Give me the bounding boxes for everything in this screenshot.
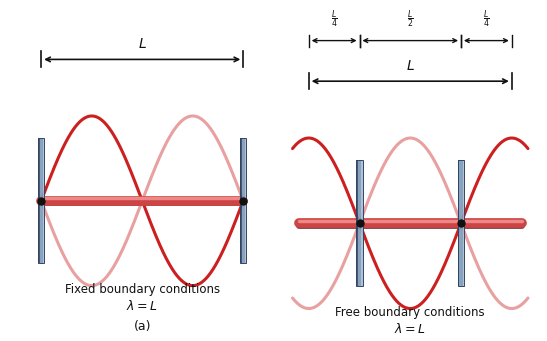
Bar bbox=[458, 160, 459, 286]
Bar bbox=[240, 138, 242, 263]
Bar bbox=[39, 138, 43, 263]
Bar bbox=[38, 138, 44, 263]
Bar bbox=[459, 160, 463, 286]
Bar bbox=[240, 138, 247, 263]
Text: $\frac{L}{4}$: $\frac{L}{4}$ bbox=[483, 9, 490, 30]
Bar bbox=[245, 138, 247, 263]
Text: $\lambda = L$: $\lambda = L$ bbox=[394, 322, 426, 336]
Text: Fixed boundary conditions: Fixed boundary conditions bbox=[65, 283, 220, 296]
Bar bbox=[38, 138, 39, 263]
Bar bbox=[356, 160, 363, 286]
Bar bbox=[43, 138, 44, 263]
Text: $\frac{L}{2}$: $\frac{L}{2}$ bbox=[407, 9, 414, 30]
Text: $\frac{L}{4}$: $\frac{L}{4}$ bbox=[330, 9, 337, 30]
Text: $\lambda = L$: $\lambda = L$ bbox=[126, 299, 158, 313]
Bar bbox=[458, 160, 464, 286]
Text: (a): (a) bbox=[133, 320, 151, 332]
Text: Free boundary conditions: Free boundary conditions bbox=[335, 306, 485, 319]
Bar bbox=[463, 160, 464, 286]
Bar bbox=[358, 160, 361, 286]
Text: $L$: $L$ bbox=[406, 59, 415, 73]
Text: $L$: $L$ bbox=[138, 37, 147, 51]
Bar bbox=[356, 160, 358, 286]
Bar bbox=[361, 160, 363, 286]
Bar bbox=[242, 138, 245, 263]
